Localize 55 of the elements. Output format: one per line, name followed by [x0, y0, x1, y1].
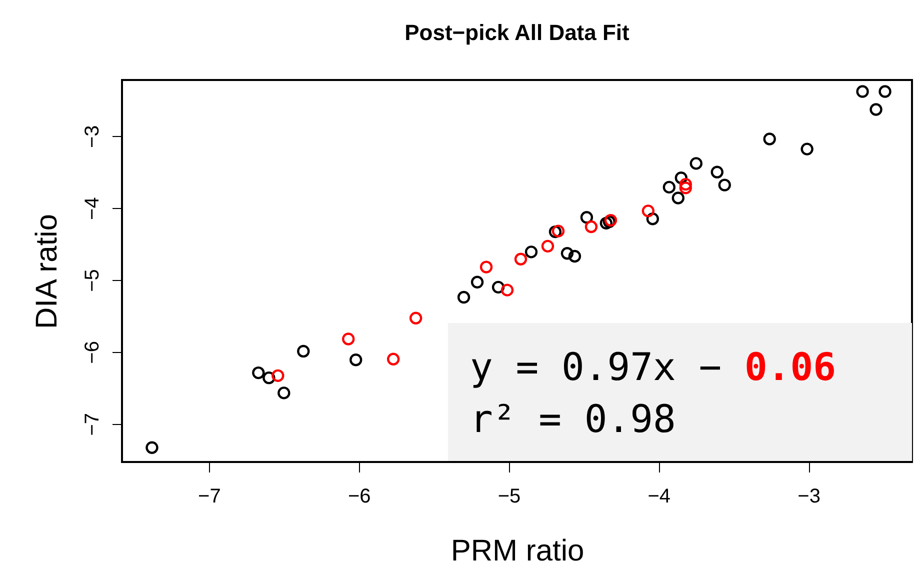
point	[600, 216, 613, 230]
point	[674, 172, 688, 184]
x-tick-label: −4	[648, 486, 671, 508]
point	[679, 178, 692, 191]
y-tick-label: −5	[82, 269, 104, 292]
point	[568, 250, 582, 263]
x-tick-label: −7	[198, 486, 221, 508]
point	[672, 192, 684, 204]
point	[342, 332, 355, 346]
point	[718, 178, 731, 192]
point	[584, 220, 598, 234]
point	[646, 212, 660, 226]
y-tick-label: −7	[82, 412, 104, 436]
point	[800, 142, 814, 156]
x-tick-label: −3	[798, 486, 820, 508]
point	[492, 280, 505, 294]
point	[146, 441, 158, 454]
point	[350, 354, 362, 366]
point	[690, 157, 702, 170]
point	[297, 344, 310, 358]
point	[514, 252, 528, 266]
x-tick-label: −6	[348, 486, 371, 508]
y-tick-label: −4	[82, 197, 104, 220]
point	[480, 260, 493, 274]
point	[763, 132, 776, 146]
x-tick-label: −5	[498, 486, 521, 508]
point	[278, 386, 290, 400]
point	[252, 366, 265, 380]
annotation: y = 0.97x − 0.06	[470, 344, 838, 391]
y-axis-title: DIA ratio	[30, 214, 64, 330]
point	[878, 85, 892, 98]
point	[552, 224, 565, 238]
point	[409, 312, 422, 324]
y-tick-label: −6	[82, 341, 104, 364]
chart-title: Post−pick All Data Fit	[404, 20, 630, 45]
point	[856, 85, 869, 98]
point	[710, 166, 724, 178]
point	[548, 225, 562, 238]
point	[662, 180, 676, 194]
point	[870, 103, 882, 116]
x-axis-title: PRM ratio	[450, 534, 584, 568]
point	[272, 369, 284, 382]
point	[470, 276, 484, 288]
point	[679, 182, 692, 194]
point	[560, 247, 574, 260]
point	[541, 240, 554, 253]
y-tick-label: −3	[82, 125, 104, 148]
point	[457, 290, 470, 304]
point	[642, 204, 655, 218]
point	[262, 371, 276, 384]
point	[500, 284, 514, 296]
point	[386, 352, 400, 366]
point	[580, 211, 594, 224]
annotation: r² = 0.98	[470, 396, 677, 443]
point	[524, 246, 538, 258]
